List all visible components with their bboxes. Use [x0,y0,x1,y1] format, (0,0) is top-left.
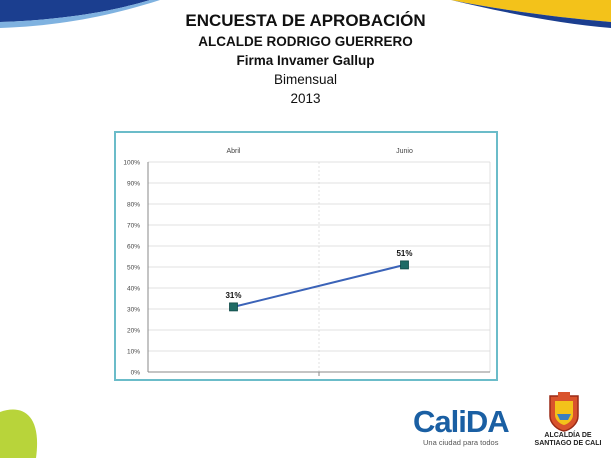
top-left-swoosh [0,0,160,28]
calida-logo: CaliDA [413,404,510,440]
alcaldia-label: ALCALDÍA DE SANTIAGO DE CALI [534,432,602,447]
category-label: Abril [226,148,240,155]
bottom-left-leaf [0,409,38,458]
data-label: 51% [396,249,412,258]
y-tick-label: 20% [127,328,140,335]
y-tick-label: 90% [127,181,140,188]
y-tick-label: 60% [127,244,140,251]
y-tick-label: 80% [127,202,140,209]
title-block: ENCUESTA DE APROBACIÓN ALCALDE RODRIGO G… [0,10,611,108]
calida-slogan: Una ciudad para todos [423,438,499,447]
y-tick-label: 30% [127,307,140,314]
y-tick-label: 70% [127,223,140,230]
data-label: 31% [225,291,241,300]
data-point [400,260,409,270]
approval-chart: 0% 10% 20% 30% 40% 50% 60% 70% 80% 90% 100% Abril Ju… [123,148,491,377]
survey-year: 2013 [290,91,321,106]
calida-brand-text: CaliDA [413,404,510,439]
top-right-swoosh [451,0,611,28]
y-tick-label: 10% [127,349,140,356]
y-tick-label: 50% [127,265,140,272]
page-title: ENCUESTA DE APROBACIÓN [185,11,426,30]
series-line [233,263,405,308]
survey-frequency: Bimensual [273,72,338,87]
alcaldia-seal-icon [549,392,579,432]
category-label: Junio [396,148,413,155]
survey-source: Firma Invamer Gallup [236,53,375,68]
y-tick-label: 40% [127,286,140,293]
page-subtitle: ALCALDE RODRIGO GUERRERO [198,34,413,49]
y-tick-label: 0% [131,370,141,377]
chart-frame: 0% 10% 20% 30% 40% 50% 60% 70% 80% 90% 100% Abril Ju… [114,131,498,381]
y-tick-label: 100% [123,160,140,167]
data-point [229,302,238,312]
